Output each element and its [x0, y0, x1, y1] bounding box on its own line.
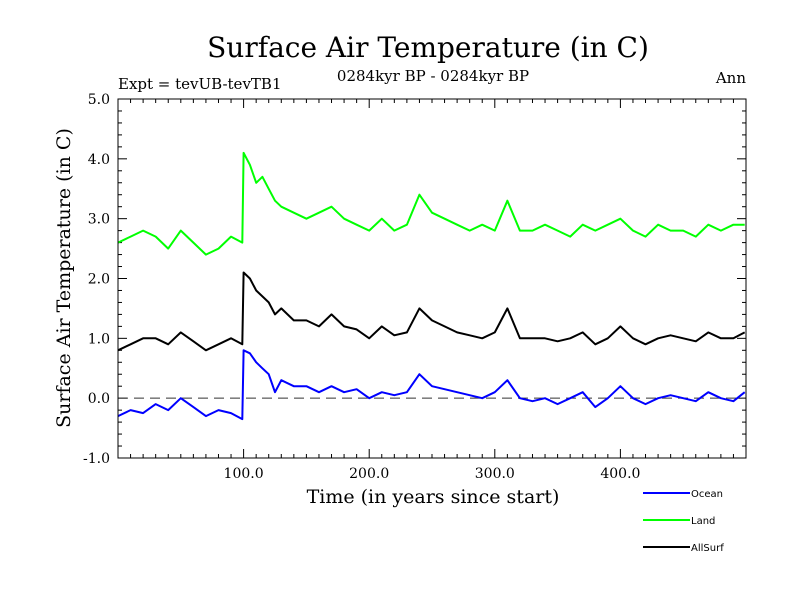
y-tick-label: 4.0 — [88, 152, 110, 168]
series-line-land — [117, 151, 745, 256]
series-line-allsurf — [117, 271, 746, 352]
y-tick-label: 1.0 — [88, 331, 110, 347]
legend: Ocean Land AllSurf — [643, 489, 724, 554]
chart-title: Surface Air Temperature (in C) — [207, 31, 649, 64]
x-tick-label: 100.0 — [224, 466, 264, 482]
y-tick-label: 3.0 — [88, 212, 110, 228]
axis-ticks: 100.0 200.0 300.0 400.0 -1.0 0.0 1.0 2.0 3.0 4.0 5… — [83, 92, 746, 482]
x-tick-label: 400.0 — [600, 466, 640, 482]
legend-label-allsurf: AllSurf — [691, 543, 724, 554]
y-axis-label: Surface Air Temperature (in C) — [53, 128, 75, 428]
y-tick-label: 0.0 — [88, 391, 110, 407]
season-label: Ann — [715, 69, 746, 87]
experiment-label: Expt = tevUB-tevTB1 — [118, 75, 281, 93]
series-layer — [117, 151, 746, 421]
legend-label-land: Land — [691, 516, 715, 527]
legend-label-ocean: Ocean — [691, 489, 723, 500]
x-tick-label: 200.0 — [349, 466, 389, 482]
x-tick-label: 300.0 — [475, 466, 515, 482]
plot-frame — [117, 98, 747, 459]
y-tick-label: -1.0 — [83, 451, 110, 467]
y-tick-label: 5.0 — [88, 92, 110, 108]
x-axis-label: Time (in years since start) — [307, 486, 560, 508]
chart-subtitle: 0284kyr BP - 0284kyr BP — [337, 67, 529, 85]
y-tick-label: 2.0 — [88, 272, 110, 288]
series-line-ocean — [117, 349, 746, 421]
